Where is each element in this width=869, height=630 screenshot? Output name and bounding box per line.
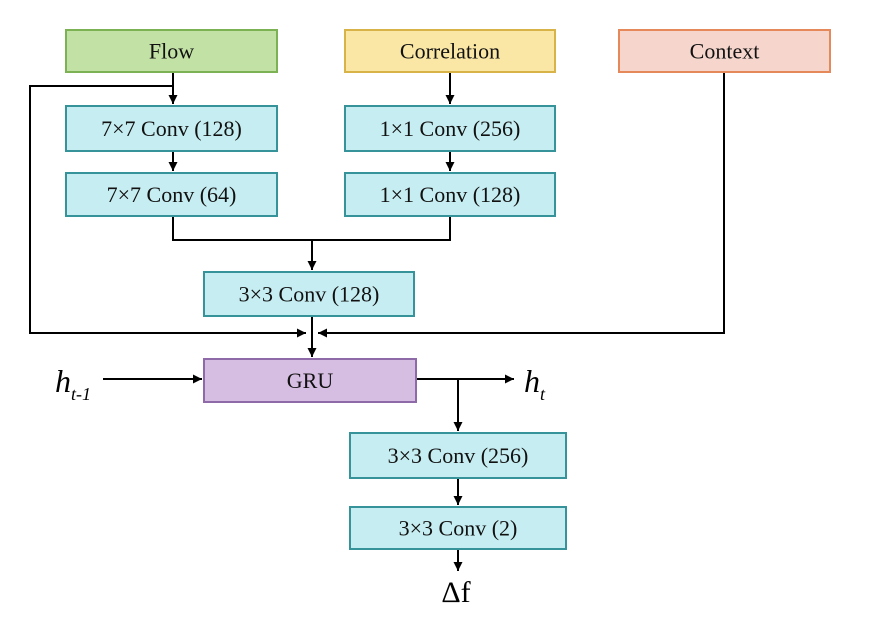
head-conv1-rect: [349, 432, 567, 479]
head-conv2-rect: [349, 506, 567, 550]
flow-input-box: Flow: [65, 29, 278, 73]
merge-conv-label: 3×3 Conv (128): [239, 282, 380, 307]
head-conv2-label: 3×3 Conv (2): [399, 516, 518, 541]
gru-rect: [203, 358, 417, 403]
context-input-label: Context: [690, 39, 760, 64]
flow-input-label: Flow: [149, 39, 194, 64]
corr-conv2-box: 1×1 Conv (128): [344, 172, 556, 217]
correlation-input-box: Correlation: [344, 29, 556, 73]
flow-conv1-rect: [65, 105, 278, 152]
merge-conv-rect: [203, 271, 415, 317]
corr-conv1-box: 1×1 Conv (256): [344, 105, 556, 152]
corr-conv1-label: 1×1 Conv (256): [380, 116, 521, 141]
correlation-input-rect: [344, 29, 556, 73]
flow-conv2-rect: [65, 172, 278, 217]
context-input-box: Context: [618, 29, 831, 73]
head-conv1-box: 3×3 Conv (256): [349, 432, 567, 479]
context-line: [318, 72, 725, 338]
corr-conv2-rect: [344, 172, 556, 217]
merge-conv-box: 3×3 Conv (128): [203, 271, 415, 317]
gru-label: GRU: [287, 368, 334, 393]
output-label: Δf: [441, 576, 470, 609]
corr-conv2-label: 1×1 Conv (128): [380, 182, 521, 207]
hidden-state-in: ht-1: [55, 363, 91, 404]
head-conv2-box: 3×3 Conv (2): [349, 506, 567, 550]
flow-conv2-box: 7×7 Conv (64): [65, 172, 278, 217]
flow-conv2-label: 7×7 Conv (64): [107, 182, 237, 207]
corr-conv1-rect: [344, 105, 556, 152]
flow-skip-line: [29, 85, 306, 338]
hidden-in-base: h: [55, 363, 71, 399]
connectors: [29, 72, 725, 571]
context-input-rect: [618, 29, 831, 73]
flow-conv1-label: 7×7 Conv (128): [101, 116, 242, 141]
hidden-out-sub: t: [540, 384, 546, 404]
merge-line: [172, 216, 451, 241]
flow-conv1-box: 7×7 Conv (128): [65, 105, 278, 152]
hidden-state-out: ht: [524, 363, 546, 404]
head-conv1-label: 3×3 Conv (256): [388, 443, 529, 468]
gru-box: GRU: [203, 358, 417, 403]
hidden-in-sub: t-1: [71, 384, 91, 404]
hidden-out-base: h: [524, 363, 540, 399]
flow-input-rect: [65, 29, 278, 73]
correlation-input-label: Correlation: [400, 39, 500, 64]
